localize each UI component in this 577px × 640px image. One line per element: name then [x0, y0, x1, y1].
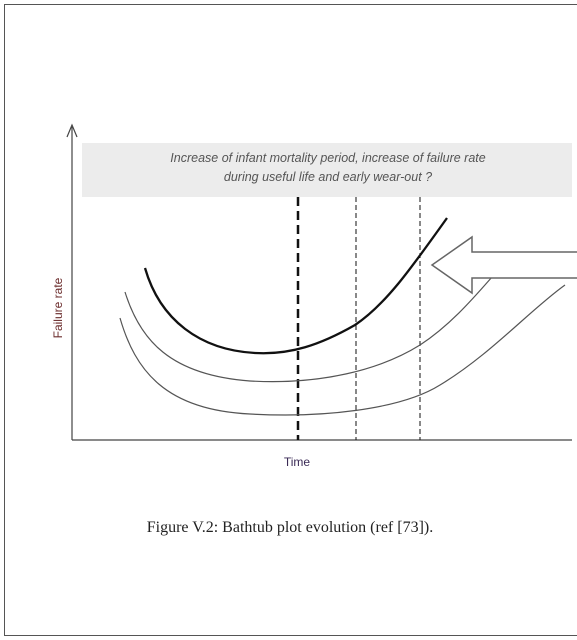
- curve: [119, 284, 566, 416]
- arrow: [430, 235, 577, 295]
- annotation-line: Increase of infant mortality period, inc…: [170, 151, 485, 165]
- curve: [143, 217, 448, 355]
- y-axis-label: Failure rate: [51, 277, 65, 338]
- x-axis-label: Time: [284, 455, 311, 469]
- y-axis-arrow: [66, 123, 78, 138]
- caption: Figure V.2: Bathtub plot evolution (ref …: [147, 519, 433, 536]
- annotation-line: during useful life and early wear-out ?: [224, 170, 432, 184]
- annotation-box: [82, 143, 572, 197]
- curve: [124, 267, 501, 383]
- frame: [4, 4, 577, 636]
